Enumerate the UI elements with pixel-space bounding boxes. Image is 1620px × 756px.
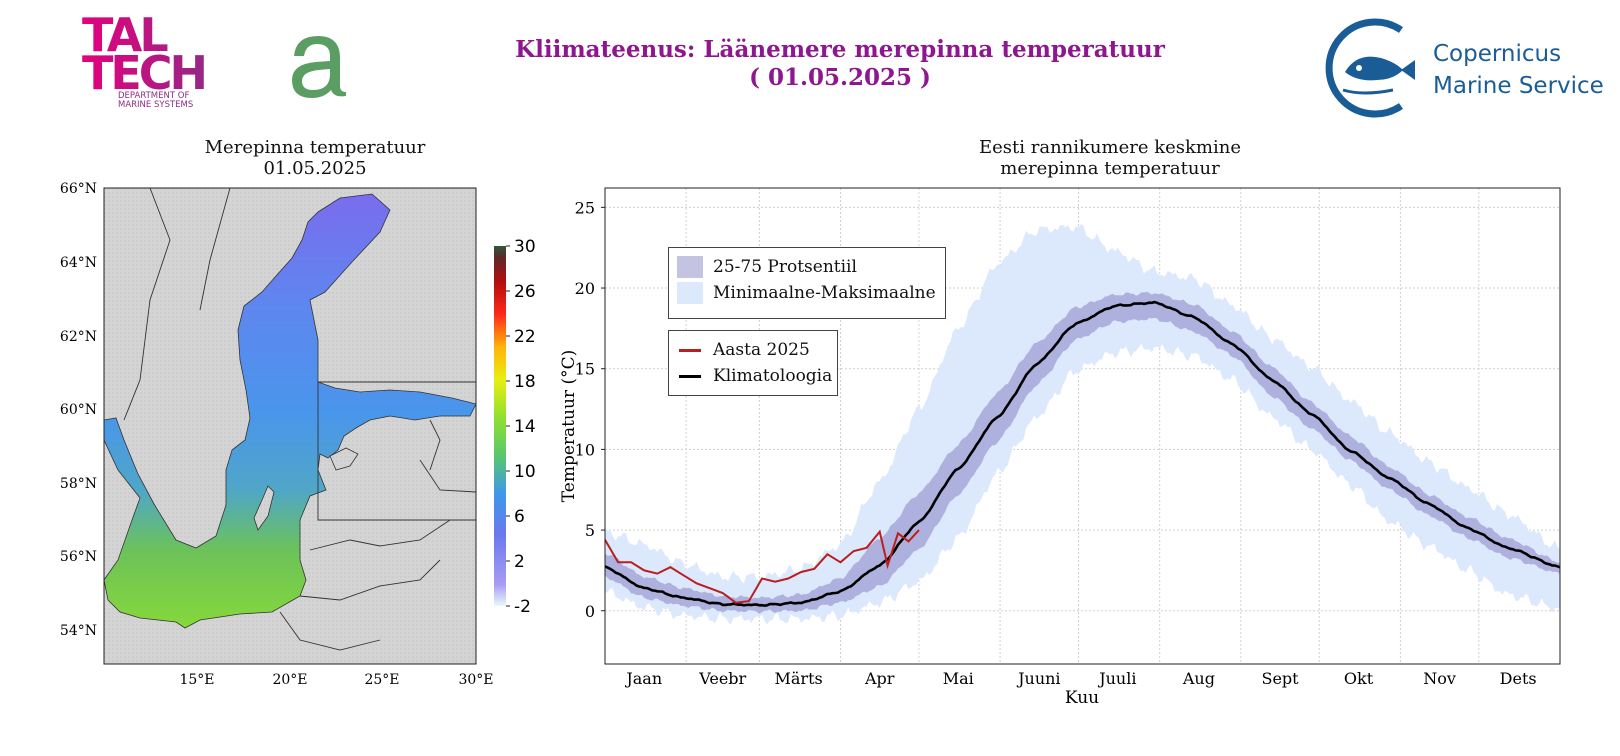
x-tick-label-month: Juuli (1097, 669, 1136, 688)
a-logo (284, 28, 350, 102)
gotland-island (253, 485, 275, 531)
x-tick-label-month: Veebr (698, 669, 746, 688)
x-tick-label-month: Jaan (624, 669, 662, 688)
map-title-date: 01.05.2025 (263, 158, 367, 179)
y-tick-label: 0 (585, 602, 595, 621)
map-frame (103, 187, 477, 665)
map-lat-label: 62°N (60, 329, 97, 345)
baltic-sea-shape (104, 193, 476, 629)
chart-y-ticks: 0 5 10 15 20 25 (575, 198, 605, 621)
colorbar-tick-label: 10 (514, 462, 536, 482)
y-tick-label: 5 (585, 521, 595, 540)
chart-xlabel: Kuu (1065, 688, 1099, 708)
main-title: Kliimateenus: Läänemere merepinna temper… (430, 36, 1250, 92)
colorbar-tick-label: 14 (514, 417, 536, 437)
legend-line-climatology (679, 374, 701, 378)
legend-label-year: Aasta 2025 (713, 340, 810, 360)
copernicus-emblem-icon (1325, 18, 1415, 118)
x-tick-label-month: Dets (1500, 669, 1537, 688)
map-lat-label: 60°N (60, 402, 97, 418)
legend-label-climatology: Klimatoloogia (713, 366, 833, 386)
copernicus-line1: Copernicus (1433, 41, 1562, 67)
map-lat-label: 64°N (60, 255, 97, 271)
copernicus-line2: Marine Service (1433, 73, 1604, 99)
colorbar-tick-label: 6 (514, 507, 525, 527)
legend-lines: Aasta 2025 Klimatoloogia (668, 330, 838, 396)
colorbar-tick-label: 22 (514, 327, 536, 347)
chart-title-line1: Eesti rannikumere keskmine (979, 137, 1241, 158)
country-borders (123, 188, 476, 651)
legend-bands: 25-75 Protsentiil Minimaalne-Maksimaalne (668, 247, 946, 319)
copernicus-text: Copernicus Marine Service (1433, 38, 1604, 102)
map-title: Merepinna temperatuur 01.05.2025 (165, 137, 465, 179)
chart-ylabel: Temperatuur (°C) (559, 350, 579, 502)
map-lon-label: 30°E (458, 672, 493, 688)
main-title-date: ( 01.05.2025 ) (749, 64, 931, 91)
x-tick-label-month: Okt (1344, 669, 1374, 688)
x-tick-label-month: Mai (943, 669, 974, 688)
map-lon-label: 25°E (364, 672, 399, 688)
colorbar-tick-label: 30 (514, 237, 536, 257)
map-lat-label: 58°N (60, 476, 97, 492)
colorbar-tick-label: 18 (514, 372, 536, 392)
y-tick-label: 10 (575, 440, 595, 459)
main-title-line1: Kliimateenus: Läänemere merepinna temper… (515, 36, 1165, 63)
colorbar-ticks: 30 26 22 18 14 10 6 2 -2 (506, 237, 536, 617)
x-tick-label-month: Märts (775, 669, 823, 688)
x-tick-label-month: Sept (1261, 669, 1299, 688)
map-lon-label: 20°E (272, 672, 307, 688)
map-lon-label: 15°E (179, 672, 214, 688)
legend-item-climatology: Klimatoloogia (669, 363, 837, 389)
colorbar-tick-label: -2 (514, 597, 531, 617)
map-lat-label: 56°N (60, 549, 97, 565)
legend-label-minmax: Minimaalne-Maksimaalne (713, 283, 936, 303)
legend-item-percentile: 25-75 Protsentiil (669, 254, 945, 280)
x-tick-label-month: Juuni (1016, 669, 1060, 688)
saaremaa-island (329, 447, 359, 471)
x-tick-label-month: Apr (864, 669, 895, 688)
map-lat-label: 54°N (60, 623, 97, 639)
copernicus-logo: Copernicus Marine Service (1323, 16, 1613, 120)
y-tick-label: 25 (575, 198, 595, 217)
colorbar-tick-label: 26 (514, 282, 536, 302)
taltech-logo: TAL TECH DEPARTMENT OF MARINE SYSTEMS (82, 12, 232, 120)
chart-title: Eesti rannikumere keskmine merepinna tem… (900, 137, 1320, 179)
y-tick-label: 20 (575, 279, 595, 298)
map-lat-label: 66°N (60, 181, 97, 197)
map-axis-labels: 66°N 64°N 62°N 60°N 58°N 56°N 54°N 15°E 20°E 25°E… (60, 181, 494, 688)
legend-swatch-percentile (677, 256, 703, 278)
chart-x-ticks: Jaan Veebr Märts Apr Mai Juuni Juuli Aug Sept Okt… (624, 669, 1536, 688)
taltech-logo-text: TAL TECH (82, 12, 222, 96)
colorbar (494, 246, 506, 606)
chart-title-line2: merepinna temperatuur (1000, 158, 1220, 179)
legend-item-year: Aasta 2025 (669, 337, 837, 363)
map-title-line1: Merepinna temperatuur (204, 137, 426, 158)
x-tick-label-month: Nov (1423, 669, 1456, 688)
legend-label-percentile: 25-75 Protsentiil (713, 257, 857, 277)
legend-item-minmax: Minimaalne-Maksimaalne (669, 280, 945, 306)
colorbar-tick-label: 2 (514, 552, 525, 572)
sst-map: 30 26 22 18 14 10 6 2 -2 66°N 64°N 62°N 60°N 58°N 56°… (60, 181, 536, 688)
legend-line-year (679, 348, 701, 352)
taltech-dept-text: DEPARTMENT OF MARINE SYSTEMS (118, 91, 194, 110)
y-tick-label: 15 (575, 360, 595, 379)
legend-swatch-minmax (677, 282, 703, 304)
x-tick-label-month: Aug (1182, 669, 1215, 688)
series-line-aasta-2025 (604, 529, 920, 604)
map-area (104, 188, 476, 664)
